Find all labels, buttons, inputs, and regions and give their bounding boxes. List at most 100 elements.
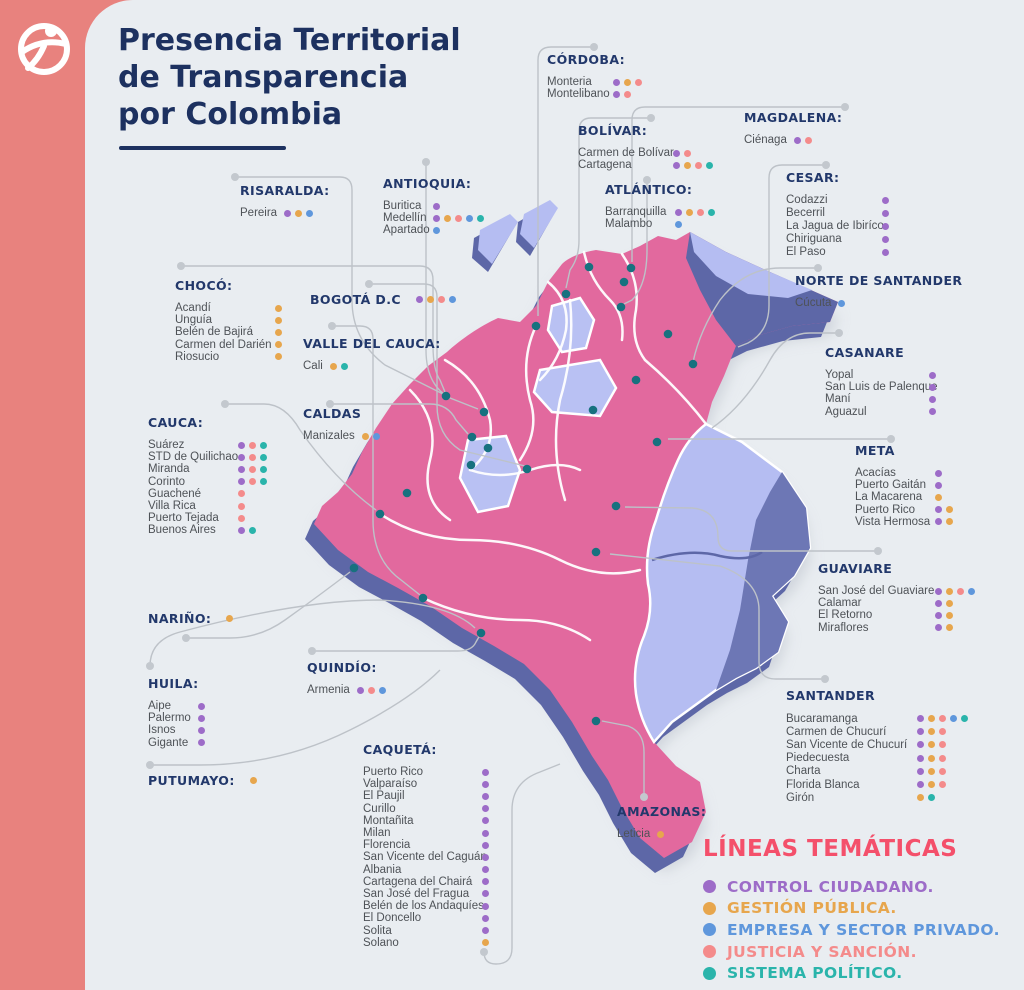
topic-dots	[935, 469, 942, 477]
municipality-row: Montañita	[363, 815, 489, 827]
municipality-row: San José del Fragua	[363, 888, 489, 900]
topic-dots	[482, 829, 489, 837]
map-marker	[522, 464, 532, 474]
municipality-name: La Jagua de Ibiríco	[786, 220, 884, 233]
legend: LÍNEAS TEMÁTICAS CONTROL CIUDADANO. GESTI…	[703, 836, 1000, 984]
municipality-name: Maní	[825, 393, 851, 406]
justicia-dot	[684, 149, 691, 157]
municipality-name: Carmen de Chucurí	[786, 725, 887, 738]
topic-dots	[917, 715, 968, 723]
page-title-line-1: Presencia Territorial	[118, 23, 461, 58]
map-marker	[591, 547, 601, 557]
municipality-name: Monteria	[547, 76, 592, 89]
control-dot	[415, 296, 423, 303]
municipality-name: Malambo	[605, 218, 653, 231]
map-marker	[616, 302, 626, 312]
map-marker	[441, 391, 451, 401]
control-dot	[482, 902, 489, 910]
municipality-name: Isnos	[148, 724, 176, 737]
topic-dots	[935, 518, 953, 526]
topic-dots	[675, 208, 715, 216]
department-name: NARIÑO:	[148, 611, 212, 626]
municipality-name: Gigante	[148, 736, 189, 749]
municipality-row: Acacías	[855, 467, 953, 479]
municipality-name: Montelibano	[547, 88, 610, 101]
empresa-dot	[703, 923, 716, 937]
department-name: ANTIOQUIA:	[383, 176, 472, 191]
topic-dots	[238, 453, 267, 461]
municipality-name: Cúcuta	[795, 297, 832, 310]
municipality-row: Aipe	[148, 700, 205, 712]
justicia-dot	[455, 214, 462, 222]
sistema-dot	[708, 208, 715, 216]
map-marker	[611, 501, 621, 511]
control-dot	[675, 208, 682, 216]
municipality-name: Acacías	[855, 467, 896, 480]
municipality-name: Valparaíso	[363, 778, 418, 791]
municipality-row: Valparaíso	[363, 778, 489, 790]
municipality-row: El Retorno	[818, 609, 975, 621]
map-northeast-arm-top	[690, 232, 812, 298]
department-putumayo: PUTUMAYO:	[148, 773, 257, 788]
connector-line	[235, 176, 444, 395]
empresa-dot	[675, 220, 682, 228]
municipality-row: Solita	[363, 924, 489, 937]
topic-dots	[433, 226, 440, 234]
gestion-dot	[946, 599, 953, 607]
department-choco: CHOCÓ: Acandí Unguía Belén de Bajirá Carmen …	[175, 278, 282, 363]
topic-dots	[482, 878, 489, 886]
gestion-dot	[275, 316, 282, 324]
map-marker	[476, 628, 486, 638]
municipality-name: Puerto Gaitán	[855, 479, 926, 492]
municipality-row: STD de Quilichao	[148, 451, 267, 463]
connector-line	[631, 106, 845, 262]
department-name: HUILA:	[148, 676, 199, 691]
justicia-dot	[238, 502, 245, 510]
control-dot	[935, 624, 942, 632]
legend-item-sistema: SISTEMA POLÍTICO.	[703, 962, 1000, 984]
empresa-dot	[950, 715, 957, 723]
municipality-name: Cartagena del Chairá	[363, 875, 473, 888]
municipality-row: Unguía	[175, 314, 282, 326]
municipality-row: Cartagena	[578, 159, 713, 171]
municipality-row: Cali	[303, 360, 441, 372]
sistema-dot	[703, 966, 716, 980]
control-dot	[198, 726, 205, 734]
municipality-name: El Paso	[786, 246, 826, 258]
control-dot	[198, 714, 205, 722]
control-dot	[482, 768, 489, 776]
municipality-row: Palermo	[148, 712, 205, 724]
empresa-dot	[466, 214, 473, 222]
sistema-dot	[928, 794, 935, 802]
control-dot	[935, 481, 942, 489]
legend-label: JUSTICIA Y SANCIÓN.	[727, 942, 917, 961]
topic-dots	[929, 383, 936, 391]
municipality-row: Buenos Aires	[148, 524, 267, 536]
topic-dots	[673, 149, 691, 157]
control-dot	[482, 878, 489, 886]
municipality-row: Calamar	[818, 597, 975, 609]
department-valle_del_cauca: VALLE DEL CAUCA: Cali	[303, 336, 441, 372]
municipality-row: Cartagena del Chairá	[363, 876, 489, 888]
municipality-row: Yopal	[825, 369, 936, 381]
topic-dots	[275, 316, 282, 324]
topic-dots	[882, 196, 889, 204]
control-dot	[238, 478, 245, 486]
control-dot	[917, 741, 924, 749]
control-dot	[935, 599, 942, 607]
gestion-dot	[946, 518, 953, 526]
legend-item-control: CONTROL CIUDADANO.	[703, 876, 1000, 898]
control-dot	[482, 890, 489, 898]
topic-dots	[917, 767, 946, 775]
department-magdalena: MAGDALENA: Ciénaga	[744, 110, 842, 146]
topic-dots	[482, 939, 489, 947]
control-dot	[917, 754, 924, 762]
connector-line	[332, 325, 421, 596]
department-meta: META Acacías Puerto Gaitán La Macarena Puert…	[855, 443, 953, 528]
municipality-name: Pereira	[240, 207, 278, 220]
municipality-row: Puerto Gaitán	[855, 479, 953, 491]
department-narino: NARIÑO:	[148, 611, 234, 626]
empresa-dot	[372, 432, 380, 440]
control-dot	[284, 209, 292, 217]
